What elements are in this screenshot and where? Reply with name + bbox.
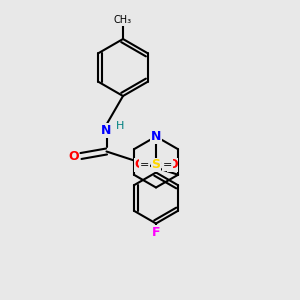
Text: CH₃: CH₃ xyxy=(114,15,132,25)
Text: =: = xyxy=(163,160,172,170)
Text: O: O xyxy=(167,158,178,172)
Text: N: N xyxy=(101,124,112,137)
Text: S: S xyxy=(152,158,160,172)
Text: F: F xyxy=(152,226,160,239)
Text: H: H xyxy=(116,121,124,131)
Text: =: = xyxy=(140,160,149,170)
Text: O: O xyxy=(134,158,145,172)
Text: O: O xyxy=(68,149,79,163)
Text: N: N xyxy=(151,130,161,143)
